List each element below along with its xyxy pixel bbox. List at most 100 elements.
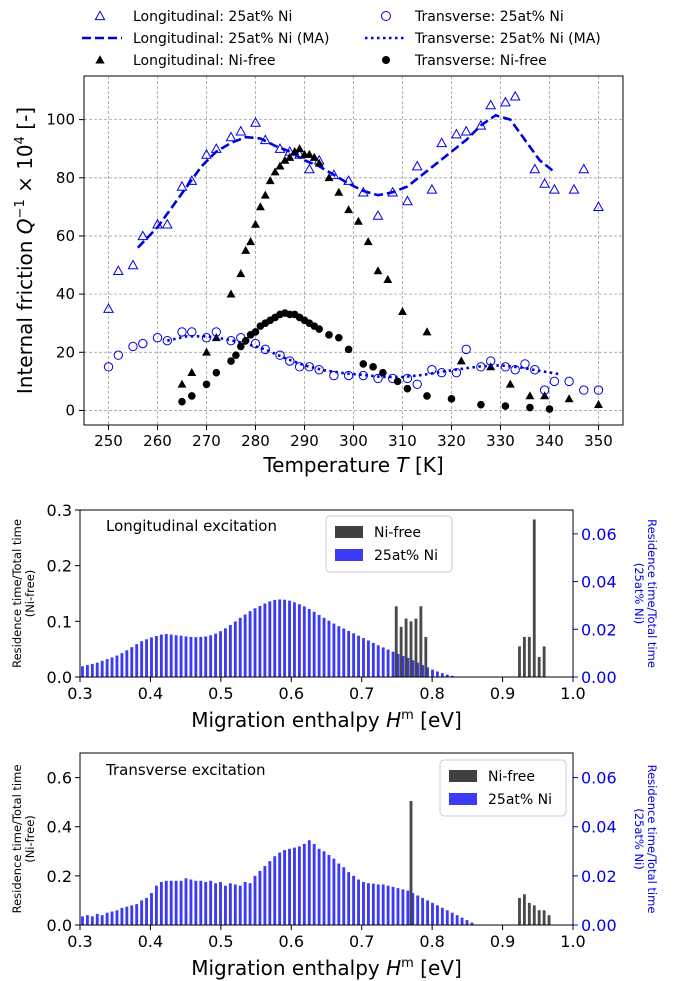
- series-ni-free: [394, 519, 546, 677]
- data-point: [545, 405, 554, 413]
- data-point: [201, 148, 212, 159]
- bar: [135, 644, 139, 677]
- data-point: [202, 347, 211, 356]
- bar: [125, 650, 129, 677]
- bar: [90, 663, 94, 677]
- bar: [322, 617, 326, 677]
- bar: [450, 675, 454, 677]
- y-tick-label-right: 0.06: [581, 769, 617, 788]
- bar: [532, 905, 536, 925]
- bar: [401, 656, 405, 677]
- legend-label: 25at% Ni: [488, 792, 552, 808]
- bar: [406, 890, 410, 925]
- x-tick-label: 0.4: [138, 932, 163, 951]
- bar: [105, 912, 109, 925]
- data-point: [450, 128, 462, 139]
- x-tick-label: 0.7: [349, 684, 374, 703]
- x-axis-label: Temperature T [K]: [262, 453, 443, 477]
- series-25at-ni: [81, 599, 454, 677]
- y-tick-label-left: 0.3: [47, 501, 72, 520]
- bar: [145, 639, 148, 677]
- bar: [238, 885, 242, 925]
- data-point: [226, 289, 236, 298]
- label-part: Temperature: [262, 453, 396, 477]
- bar: [100, 915, 104, 925]
- bar: [416, 895, 420, 925]
- panel-annotation: Longitudinal excitation: [106, 517, 277, 535]
- legend: Ni-free 25at% Ni: [325, 515, 453, 573]
- bar: [399, 626, 403, 677]
- bar: [404, 618, 408, 677]
- bar: [243, 614, 247, 677]
- y-tick-label-right: 0.06: [581, 525, 617, 544]
- data-point: [447, 395, 456, 403]
- data-point: [510, 365, 520, 375]
- x-tick-label: 1.0: [560, 684, 585, 703]
- label-part: Migration enthalpy: [191, 956, 386, 980]
- bar: [85, 665, 89, 677]
- data-point: [403, 384, 412, 393]
- bar: [169, 634, 173, 677]
- bar: [120, 653, 124, 677]
- bar: [150, 637, 153, 677]
- bar: [431, 902, 434, 925]
- y-tick-label-left: 0.4: [47, 818, 72, 837]
- bar: [145, 897, 148, 925]
- legend-swatch: [335, 526, 363, 538]
- bar: [386, 649, 390, 677]
- bar: [394, 606, 398, 677]
- data-point: [202, 380, 211, 389]
- bar: [110, 911, 114, 925]
- bar: [214, 883, 218, 925]
- data-point: [103, 362, 114, 372]
- data-point: [314, 158, 324, 167]
- data-point: [436, 137, 448, 148]
- data-point: [225, 131, 237, 142]
- bar: [100, 660, 104, 677]
- x-tick-label: 0.9: [490, 932, 515, 951]
- y-axis-label-line: Residence time/Total time: [645, 765, 659, 914]
- data-point: [509, 90, 521, 101]
- bar: [542, 646, 546, 677]
- x-tick-label: 0.3: [67, 932, 92, 951]
- data-point: [423, 392, 431, 400]
- y-axis-label-left: Residence time/Total time (Ni-free): [10, 765, 37, 914]
- bar: [268, 861, 272, 925]
- bar: [164, 880, 168, 925]
- data-point: [241, 336, 250, 345]
- bar: [219, 882, 222, 925]
- bar: [347, 872, 351, 925]
- data-point: [329, 370, 339, 381]
- data-point: [112, 265, 124, 276]
- data-point: [334, 187, 344, 196]
- bar: [522, 894, 526, 925]
- bar: [150, 893, 153, 925]
- bar: [366, 883, 370, 925]
- legend: Ni-free 25at% Ni: [439, 759, 567, 817]
- data-point: [161, 218, 173, 229]
- legend-item: Longitudinal: 25at% Ni: [94, 9, 292, 25]
- y-tick-label-right: 0.02: [581, 867, 617, 886]
- data-point: [103, 303, 114, 313]
- data-point: [251, 328, 260, 336]
- bar: [435, 671, 439, 677]
- bar: [174, 880, 178, 925]
- data-point: [398, 306, 407, 315]
- data-point: [314, 365, 324, 375]
- data-point: [593, 201, 604, 212]
- series-2: [177, 144, 603, 409]
- data-point: [250, 116, 261, 127]
- plot-frame: [79, 509, 574, 678]
- x-tick-label: 290: [290, 432, 319, 450]
- bar: [401, 889, 405, 925]
- data-point: [265, 176, 275, 185]
- data-point: [246, 237, 256, 246]
- data-point: [186, 175, 198, 185]
- x-tick-label: 330: [486, 432, 515, 450]
- label-part: H: [386, 956, 401, 980]
- bar: [115, 655, 119, 677]
- bar: [445, 910, 449, 925]
- data-point: [227, 357, 235, 365]
- data-point: [411, 160, 423, 171]
- data-point: [177, 327, 187, 337]
